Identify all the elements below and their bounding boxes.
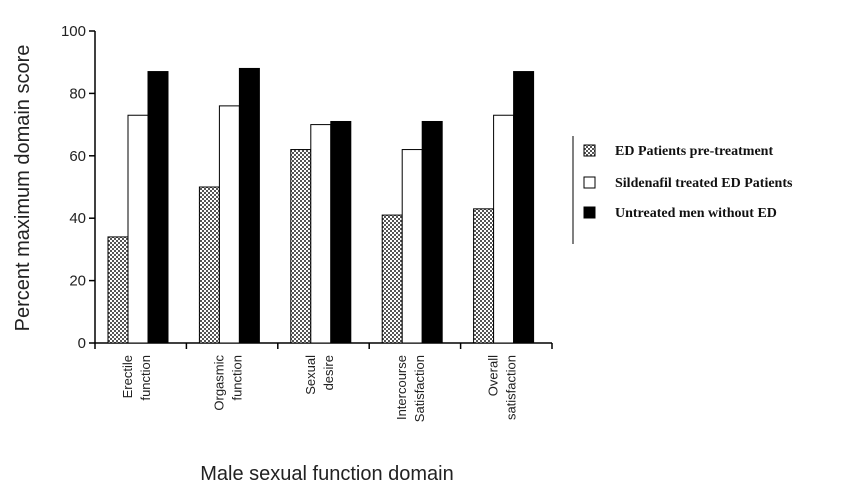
category-label: satisfaction [504, 355, 519, 420]
bar-2-5 [493, 114, 515, 344]
legend-label-3: Untreated men without ED [615, 206, 777, 221]
y-tick-label: 80 [69, 85, 86, 102]
y-tick-label: 20 [69, 273, 86, 290]
bar-1-4 [381, 214, 403, 344]
category-label: Overall [486, 355, 501, 396]
y-tick-label: 60 [69, 148, 86, 165]
bar-3-5 [513, 71, 535, 344]
y-tick-label: 100 [61, 23, 86, 40]
category-label: Satisfaction [412, 355, 427, 422]
x-axis [94, 342, 553, 349]
bar-2-4 [401, 149, 423, 344]
legend: ED Patients pre-treatment Sildenafil trea… [572, 136, 793, 244]
bar-2-1 [127, 114, 149, 344]
bar-1-3 [290, 149, 312, 344]
legend-swatch-2 [583, 176, 596, 189]
bar-3-1 [147, 71, 169, 344]
legend-label-1: ED Patients pre-treatment [615, 144, 773, 159]
x-axis-title: Male sexual function domain [200, 463, 453, 485]
y-tick-label: 40 [69, 210, 86, 227]
bar-3-3 [330, 120, 352, 344]
bar-2-3 [310, 124, 332, 344]
y-axis: 0 20 40 60 80 100 [61, 23, 96, 352]
bar-3-2 [238, 67, 260, 344]
bar-3-4 [421, 120, 443, 344]
bar-2-2 [218, 105, 240, 344]
legend-label-2: Sildenafil treated ED Patients [615, 176, 793, 191]
category-label: desire [321, 355, 336, 390]
bars [107, 67, 535, 344]
category-label: function [229, 355, 244, 401]
category-label: Sexual [303, 355, 318, 395]
category-label: function [138, 355, 153, 401]
category-labels: Erectile function Orgasmic function Sexual de… [120, 355, 519, 423]
y-axis-title: Percent maximum domain score [12, 45, 34, 332]
y-tick-label: 0 [78, 335, 86, 352]
bar-1-1 [107, 236, 129, 344]
legend-swatch-3 [583, 206, 596, 219]
legend-swatch-1 [583, 144, 596, 157]
category-label: Erectile [120, 355, 135, 398]
bar-1-2 [198, 186, 220, 344]
bar-1-5 [473, 208, 495, 344]
category-label: Orgasmic [211, 355, 226, 411]
category-label: Intercourse [394, 355, 409, 420]
